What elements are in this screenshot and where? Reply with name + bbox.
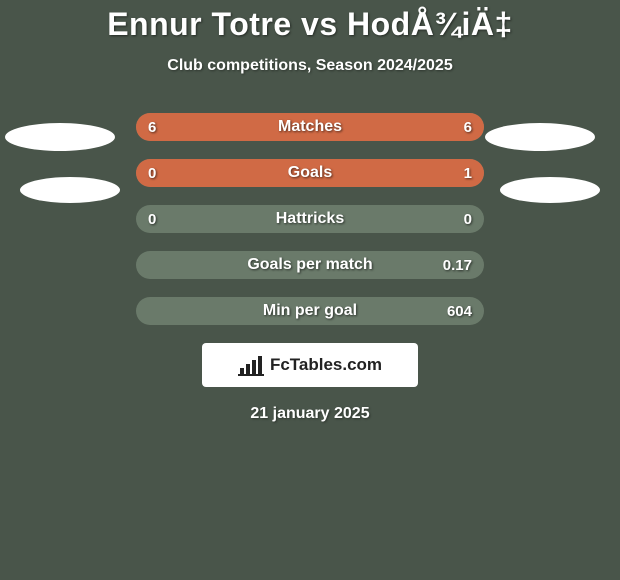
stat-row: 604Min per goal — [136, 297, 484, 325]
decor-ellipse — [5, 123, 115, 151]
stat-row: 0.17Goals per match — [136, 251, 484, 279]
badge-text: FcTables.com — [270, 355, 382, 375]
source-badge: FcTables.com — [202, 343, 418, 387]
decor-ellipse — [500, 177, 600, 203]
stats-container: 66Matches 01Goals 00Hattricks 0.17Goals per… — [136, 113, 484, 325]
decor-ellipse — [485, 123, 595, 151]
date-label: 21 january 2025 — [0, 405, 620, 423]
decor-ellipse — [20, 177, 120, 203]
page-title: Ennur Totre vs HodÅ¾iÄ‡ — [0, 6, 620, 43]
stat-label: Goals per match — [136, 251, 484, 279]
stat-row: 00Hattricks — [136, 205, 484, 233]
stat-label: Goals — [136, 159, 484, 187]
stat-label: Min per goal — [136, 297, 484, 325]
subtitle: Club competitions, Season 2024/2025 — [0, 57, 620, 75]
stat-row: 01Goals — [136, 159, 484, 187]
content-wrapper: Ennur Totre vs HodÅ¾iÄ‡ Club competition… — [0, 0, 620, 423]
stat-label: Hattricks — [136, 205, 484, 233]
stat-label: Matches — [136, 113, 484, 141]
bar-chart-icon — [238, 354, 264, 376]
stat-row: 66Matches — [136, 113, 484, 141]
